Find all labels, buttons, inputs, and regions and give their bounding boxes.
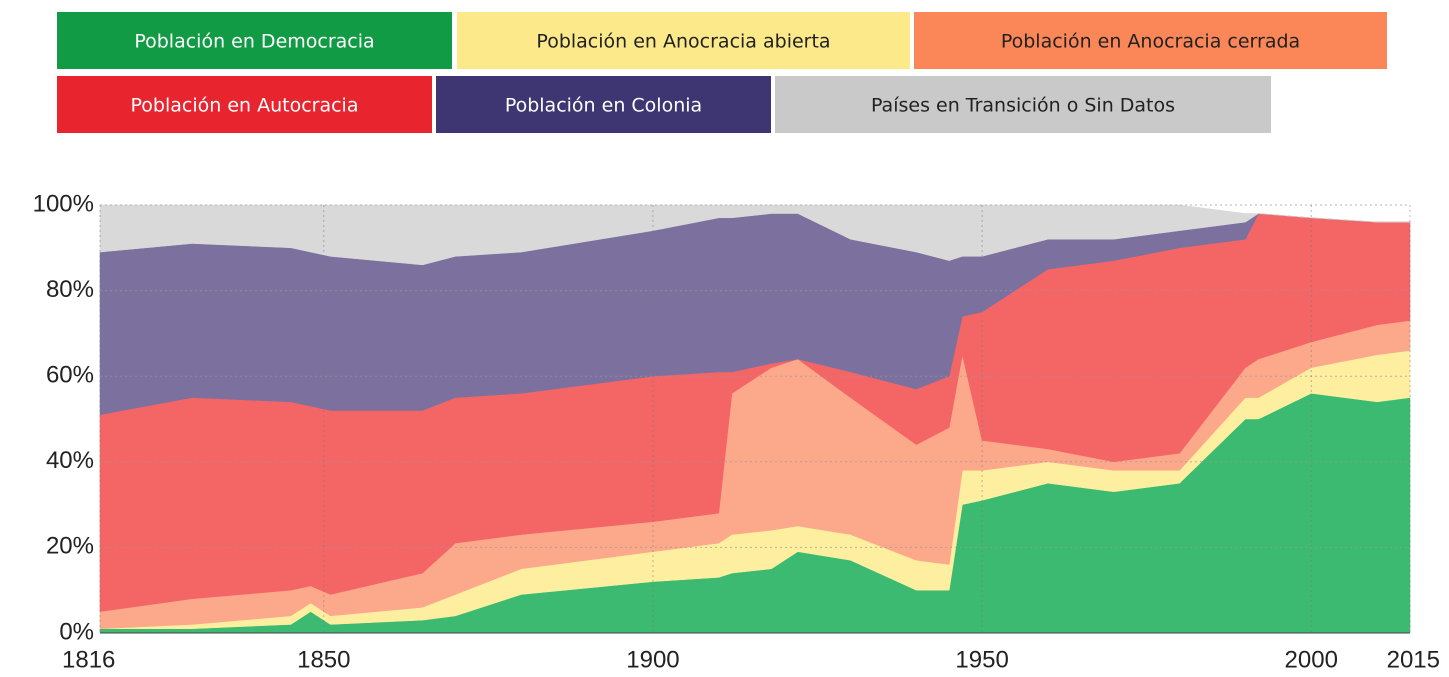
x-tick-label: 2015: [1387, 646, 1440, 673]
x-tick-label: 1900: [626, 646, 679, 673]
legend-label: Población en Autocracia: [131, 95, 359, 117]
y-tick-label: 0%: [59, 618, 94, 645]
x-tick-label: 1950: [955, 646, 1008, 673]
y-tick-label: 20%: [46, 533, 94, 560]
legend-swatch: [436, 76, 771, 133]
y-tick-label: 40%: [46, 447, 94, 474]
legend-swatch: [775, 76, 1271, 133]
legend-swatch: [914, 12, 1387, 69]
legend-label: Población en Anocracia abierta: [536, 31, 830, 53]
x-tick-label: 2000: [1285, 646, 1338, 673]
legend-label: Población en Colonia: [505, 95, 702, 117]
legend-swatch: [57, 12, 452, 69]
x-tick-label: 1816: [62, 646, 115, 673]
legend-label: Países en Transición o Sin Datos: [871, 95, 1175, 117]
y-tick-label: 80%: [46, 276, 94, 303]
legend-label: Población en Democracia: [134, 31, 374, 53]
x-tick-label: 1850: [297, 646, 350, 673]
legend-swatch: [457, 12, 910, 69]
legend-label: Población en Anocracia cerrada: [1001, 31, 1300, 53]
y-tick-label: 100%: [33, 190, 94, 217]
legend-swatch: [57, 76, 432, 133]
y-tick-label: 60%: [46, 362, 94, 389]
